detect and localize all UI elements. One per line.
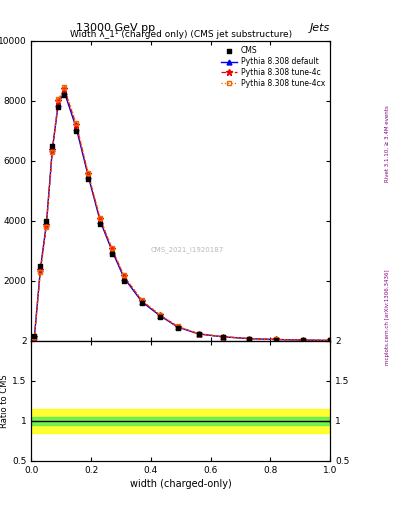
Line: Pythia 8.308 default: Pythia 8.308 default [32,90,332,343]
CMS [43,217,50,225]
Pythia 8.308 tune-4c [98,216,103,222]
Pythia 8.308 default [247,335,252,342]
Pythia 8.308 tune-4c [158,312,162,318]
Pythia 8.308 default [220,334,225,340]
Bar [31,409,330,433]
Pythia 8.308 tune-4c [220,334,225,340]
Pythia 8.308 tune-4cx [50,149,55,155]
Pythia 8.308 default [328,337,332,344]
Legend: CMS, Pythia 8.308 default, Pythia 8.308 tune-4c, Pythia 8.308 tune-4cx: CMS, Pythia 8.308 default, Pythia 8.308 … [219,45,326,90]
Pythia 8.308 default [50,146,55,152]
Pythia 8.308 tune-4c [140,298,144,304]
CMS [121,277,127,285]
Pythia 8.308 tune-4cx [175,324,180,330]
Pythia 8.308 tune-4cx [110,245,114,251]
Pythia 8.308 default [38,266,43,272]
Pythia 8.308 tune-4c [50,147,55,154]
Y-axis label: Ratio to CMS: Ratio to CMS [0,374,9,428]
Pythia 8.308 tune-4c [110,246,114,252]
Pythia 8.308 tune-4cx [274,336,279,343]
Text: Rivet 3.1.10, ≥ 3.4M events: Rivet 3.1.10, ≥ 3.4M events [385,105,389,182]
Pythia 8.308 default [98,218,103,224]
CMS [37,262,44,270]
Pythia 8.308 tune-4c [301,337,306,343]
Pythia 8.308 tune-4cx [196,331,201,337]
Pythia 8.308 tune-4c [32,334,37,340]
Pythia 8.308 tune-4cx [158,312,162,318]
Pythia 8.308 tune-4c [44,222,49,228]
Text: mcplots.cern.ch [arXiv:1306.3436]: mcplots.cern.ch [arXiv:1306.3436] [385,270,389,365]
Pythia 8.308 tune-4cx [38,269,43,275]
CMS [219,333,226,341]
Pythia 8.308 tune-4cx [62,84,67,91]
Pythia 8.308 tune-4c [86,172,90,178]
Pythia 8.308 tune-4cx [56,96,61,102]
Pythia 8.308 tune-4cx [301,337,306,343]
CMS [49,142,55,150]
Pythia 8.308 default [122,275,127,281]
Pythia 8.308 tune-4c [175,324,180,330]
Pythia 8.308 tune-4cx [74,120,79,126]
Pythia 8.308 tune-4c [247,335,252,342]
CMS [327,336,333,345]
Pythia 8.308 default [140,299,144,305]
Pythia 8.308 tune-4c [38,267,43,273]
Pythia 8.308 default [274,336,279,343]
CMS [73,127,79,135]
CMS [196,330,202,338]
Pythia 8.308 tune-4cx [122,272,127,279]
CMS [157,313,163,321]
Pythia 8.308 default [56,101,61,107]
Pythia 8.308 tune-4c [274,336,279,343]
Title: Width λ_1¹ (charged only) (CMS jet substructure): Width λ_1¹ (charged only) (CMS jet subst… [70,30,292,39]
Pythia 8.308 default [158,313,162,319]
X-axis label: width (charged-only): width (charged-only) [130,479,231,489]
Pythia 8.308 default [86,173,90,179]
Pythia 8.308 default [196,331,201,337]
Pythia 8.308 default [32,334,37,340]
Text: CMS_2021_I1920187: CMS_2021_I1920187 [150,246,223,252]
Pythia 8.308 default [301,337,306,343]
Pythia 8.308 tune-4cx [44,224,49,230]
Pythia 8.308 tune-4c [62,86,67,92]
Pythia 8.308 tune-4c [328,337,332,344]
CMS [61,91,68,99]
Pythia 8.308 default [175,324,180,330]
Pythia 8.308 tune-4cx [32,334,37,340]
Bar [31,417,330,425]
Text: 13000 GeV pp: 13000 GeV pp [75,23,154,33]
Pythia 8.308 default [62,89,67,95]
Pythia 8.308 tune-4cx [86,170,90,176]
CMS [300,336,307,344]
CMS [31,332,38,340]
CMS [174,324,181,332]
CMS [139,299,145,307]
CMS [55,103,61,111]
Pythia 8.308 tune-4c [196,331,201,337]
Pythia 8.308 default [74,125,79,131]
Line: Pythia 8.308 tune-4cx: Pythia 8.308 tune-4cx [32,85,332,343]
Text: Jets: Jets [310,23,330,33]
Pythia 8.308 tune-4c [56,98,61,104]
Pythia 8.308 default [110,248,114,254]
Pythia 8.308 tune-4c [122,273,127,280]
Pythia 8.308 tune-4cx [220,334,225,340]
Pythia 8.308 tune-4cx [328,337,332,344]
CMS [97,220,103,228]
Pythia 8.308 default [44,221,49,227]
Pythia 8.308 tune-4cx [140,297,144,304]
Pythia 8.308 tune-4cx [247,335,252,342]
CMS [246,335,253,343]
CMS [109,250,115,258]
Pythia 8.308 tune-4c [74,122,79,128]
CMS [273,335,279,344]
Pythia 8.308 tune-4cx [98,215,103,221]
CMS [85,175,91,183]
Line: Pythia 8.308 tune-4c: Pythia 8.308 tune-4c [31,86,333,344]
